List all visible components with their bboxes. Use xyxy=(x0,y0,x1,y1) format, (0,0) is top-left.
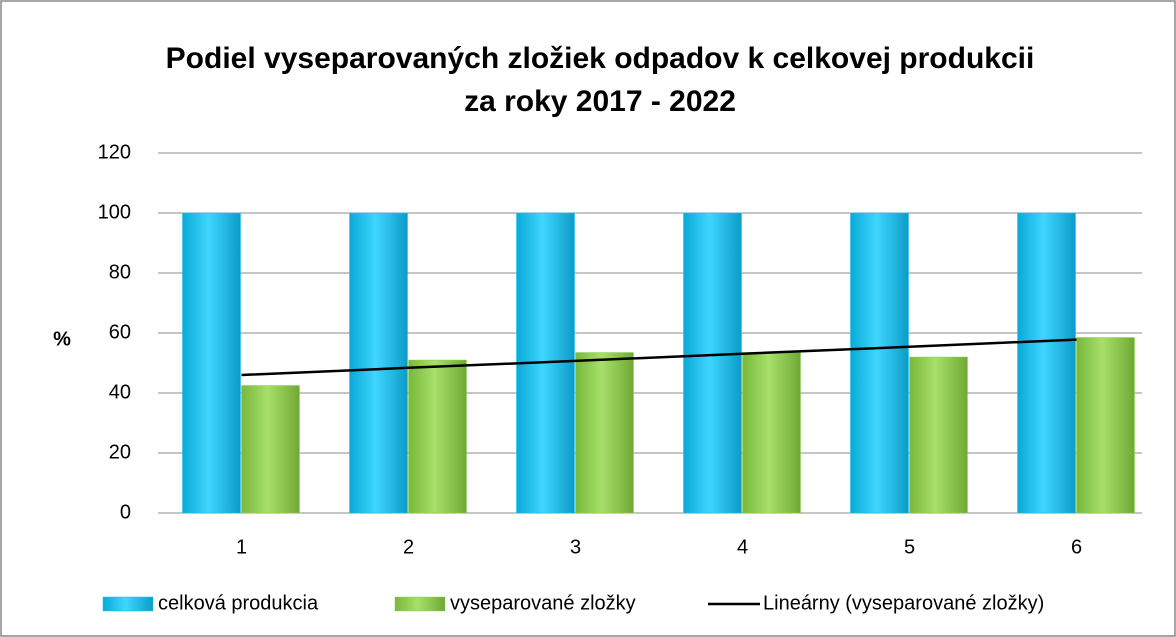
y-axis-label: % xyxy=(53,328,71,350)
legend-swatch xyxy=(102,596,154,612)
bar xyxy=(182,212,241,514)
legend-label: vyseparované zložky xyxy=(450,592,636,614)
bar xyxy=(408,359,467,514)
x-tick-label: 3 xyxy=(570,536,581,558)
y-tick-label: 0 xyxy=(120,501,131,523)
y-tick-label: 100 xyxy=(98,201,131,223)
bar xyxy=(742,352,801,514)
bar xyxy=(850,212,909,514)
y-tick-label: 60 xyxy=(109,321,131,343)
legend-label: celková produkcia xyxy=(158,592,319,614)
x-tick-label: 6 xyxy=(1071,536,1082,558)
bar xyxy=(349,212,408,514)
x-tick-label: 4 xyxy=(737,536,748,558)
trend-line xyxy=(241,338,1077,377)
x-tick-label: 1 xyxy=(236,536,247,558)
y-tick-label: 40 xyxy=(109,381,131,403)
x-tick-label: 5 xyxy=(904,536,915,558)
legend-label: Lineárny (vyseparované zložky) xyxy=(763,592,1044,614)
bar xyxy=(575,352,634,514)
bar xyxy=(1017,212,1076,514)
y-tick-label: 80 xyxy=(109,261,131,283)
legend-swatch xyxy=(394,596,446,612)
chart-title: za roky 2017 - 2022 xyxy=(464,85,736,118)
x-tick-label: 2 xyxy=(403,536,414,558)
y-tick-label: 20 xyxy=(109,441,131,463)
y-tick-label: 120 xyxy=(98,141,131,163)
bar xyxy=(909,356,968,514)
bar xyxy=(683,212,742,514)
bar xyxy=(1076,337,1135,514)
chart-title: Podiel vyseparovaných zložiek odpadov k … xyxy=(166,42,1035,75)
bar xyxy=(241,385,300,514)
